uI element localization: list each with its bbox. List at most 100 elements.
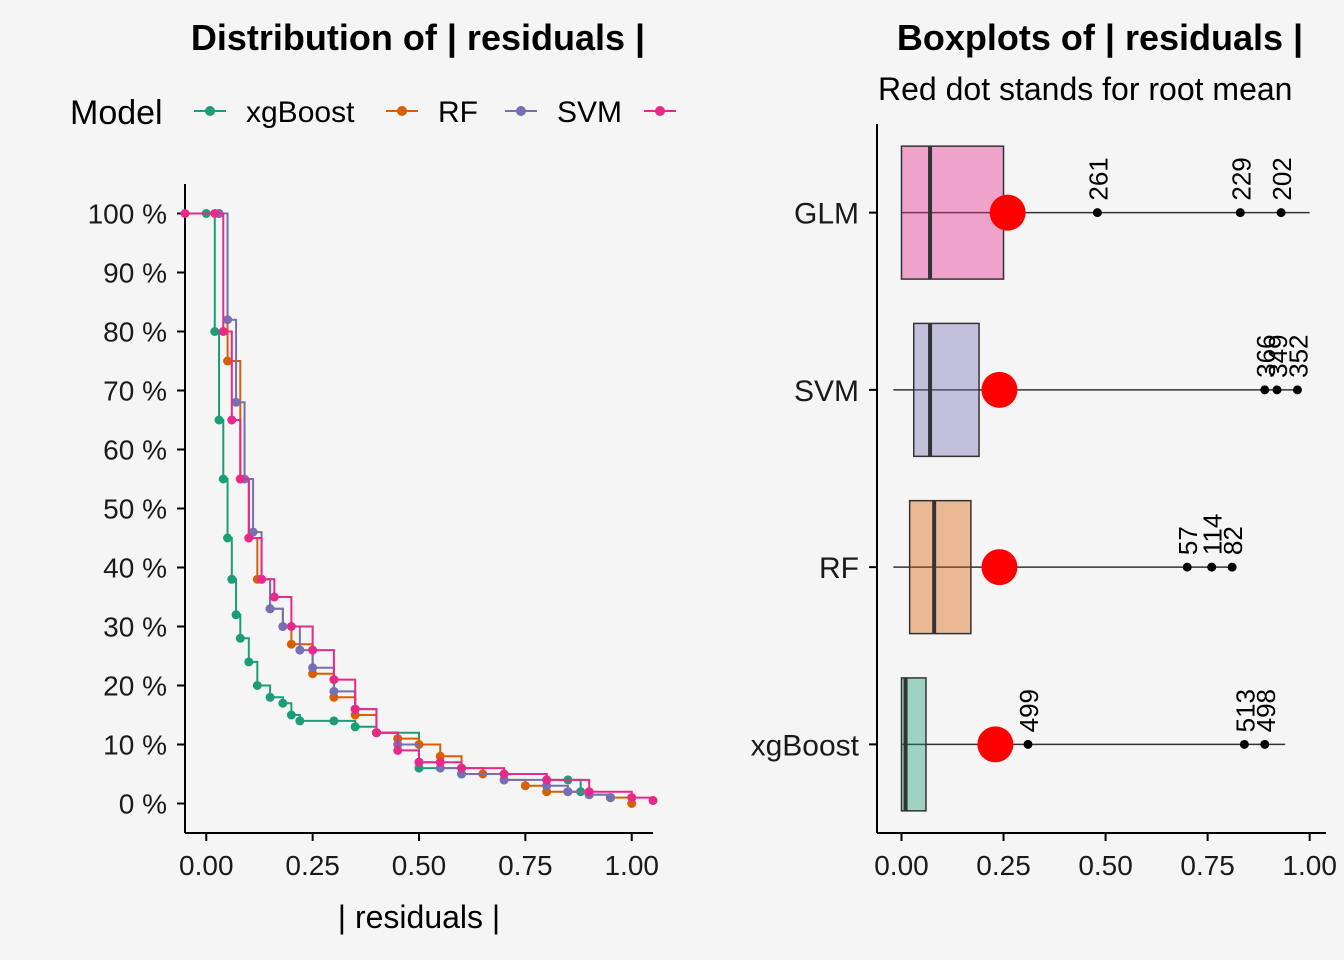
ecdf-point xyxy=(180,209,190,218)
ecdf-x-tick-label: 0.25 xyxy=(285,850,340,881)
ecdf-point xyxy=(414,757,424,767)
boxplot-outlier-point xyxy=(1023,739,1033,749)
ecdf-point xyxy=(371,728,381,738)
legend: xgBoost RF SVM xyxy=(194,96,676,129)
ecdf-point xyxy=(295,645,305,655)
boxplot-outlier-label: 349 xyxy=(1263,334,1293,377)
boxplot-outlier-label: 352 xyxy=(1283,334,1313,377)
boxplot-outlier-label: 499 xyxy=(1014,689,1044,732)
boxplot-x-tick-label: 1.00 xyxy=(1282,850,1337,881)
ecdf-point xyxy=(223,533,233,543)
boxplot-outlier-label: 57 xyxy=(1173,526,1203,555)
ecdf-point xyxy=(214,415,224,425)
ecdf-point xyxy=(218,327,228,336)
ecdf-point xyxy=(542,775,552,785)
ecdf-point xyxy=(308,663,318,673)
boxplot-root-mean-dot xyxy=(989,194,1026,231)
ecdf-point xyxy=(218,474,228,484)
boxplot-outlier-point xyxy=(1092,208,1102,218)
boxplot-outlier-point xyxy=(1239,739,1249,749)
ecdf-point xyxy=(605,793,615,803)
ecdf-point xyxy=(265,604,275,614)
ecdf-series-line xyxy=(185,212,654,801)
ecdf-y-tick-label: 40 % xyxy=(103,553,167,584)
ecdf-point xyxy=(231,610,241,620)
legend-label: xgBoost xyxy=(246,96,355,129)
boxplot-category-label: GLM xyxy=(794,198,859,231)
ecdf-point xyxy=(235,474,245,484)
ecdf-point xyxy=(457,763,467,773)
ecdf-point xyxy=(227,574,237,584)
boxplot-outlier-label: 366 xyxy=(1251,334,1281,377)
boxplot-outlier-point xyxy=(1227,562,1237,572)
ecdf-series-line xyxy=(206,212,612,798)
boxplot-category-label: SVM xyxy=(794,375,859,408)
ecdf-panel: Distribution of | residuals | Model xgBo… xyxy=(70,17,676,935)
boxplot-outlier-point xyxy=(1276,208,1286,218)
ecdf-point xyxy=(435,757,445,767)
boxplot-title: Boxplots of | residuals | xyxy=(897,17,1303,59)
boxplot-outlier-label: 202 xyxy=(1267,157,1297,200)
legend-label: SVM xyxy=(557,96,622,129)
boxplot-outlier-point xyxy=(1260,739,1270,749)
boxplot-outlier-point xyxy=(1292,385,1302,395)
ecdf-point xyxy=(499,769,509,779)
ecdf-point xyxy=(210,209,220,218)
boxplot-outlier-point xyxy=(1260,385,1270,395)
ecdf-point xyxy=(269,592,279,602)
ecdf-point xyxy=(231,397,241,407)
boxplot-outlier-point xyxy=(1182,562,1192,572)
boxplot-x-tick-label: 0.25 xyxy=(976,850,1031,881)
ecdf-x-tick-label: 1.00 xyxy=(604,850,659,881)
ecdf-point xyxy=(329,686,339,696)
boxplot-outlier-point xyxy=(1272,385,1282,395)
ecdf-point xyxy=(265,692,275,702)
legend-key-point xyxy=(397,106,407,116)
boxplot-outlier-label: 261 xyxy=(1083,157,1113,200)
ecdf-point xyxy=(223,356,233,366)
ecdf-y-tick-label: 90 % xyxy=(103,258,167,289)
ecdf-y-tick-label: 80 % xyxy=(103,317,167,348)
ecdf-point xyxy=(278,622,288,631)
ecdf-point xyxy=(227,415,237,425)
ecdf-y-ticks: 0 % 10 % 20 % 30 % 40 % 50 % 60 % 70 % 80 % 90 % 1… xyxy=(88,199,185,820)
ecdf-x-ticks: 0.00 0.25 0.50 0.75 1.00 xyxy=(179,833,659,881)
ecdf-point xyxy=(648,796,658,806)
ecdf-series-line xyxy=(219,212,633,804)
ecdf-point xyxy=(520,781,530,791)
ecdf-point xyxy=(252,681,262,690)
ecdf-title: Distribution of | residuals | xyxy=(191,17,645,59)
boxplot-panel: Boxplots of | residuals | Red dot stands… xyxy=(751,17,1337,881)
ecdf-x-axis-label: | residuals | xyxy=(338,899,500,935)
legend-key-point xyxy=(205,106,215,116)
boxplot-x-tick-label: 0.00 xyxy=(874,850,929,881)
boxplot-outlier-label: 498 xyxy=(1251,689,1281,732)
ecdf-y-tick-label: 50 % xyxy=(103,494,167,525)
ecdf-y-tick-label: 30 % xyxy=(103,612,167,643)
ecdf-point xyxy=(329,675,339,685)
ecdf-y-tick-label: 70 % xyxy=(103,376,167,407)
boxplot-x-tick-label: 0.50 xyxy=(1078,850,1133,881)
ecdf-x-tick-label: 0.00 xyxy=(179,850,234,881)
ecdf-series xyxy=(180,209,658,808)
boxplot-root-mean-dot xyxy=(981,371,1018,408)
boxplot-outlier-label: 82 xyxy=(1218,526,1248,555)
boxplot-category-label: RF xyxy=(819,552,859,585)
legend-title: Model xyxy=(70,94,163,132)
ecdf-x-tick-label: 0.50 xyxy=(392,850,447,881)
ecdf-series-line xyxy=(219,212,612,798)
ecdf-point xyxy=(584,787,594,797)
ecdf-point xyxy=(393,745,403,755)
ecdf-y-tick-label: 60 % xyxy=(103,435,167,466)
boxplot-root-mean-dot xyxy=(981,549,1018,586)
ecdf-point xyxy=(329,716,339,726)
boxplot-root-mean-dot xyxy=(977,726,1014,763)
boxplot-outlier-label: 114 xyxy=(1198,514,1228,555)
boxplot-box xyxy=(908,499,972,635)
ecdf-point xyxy=(563,787,573,797)
